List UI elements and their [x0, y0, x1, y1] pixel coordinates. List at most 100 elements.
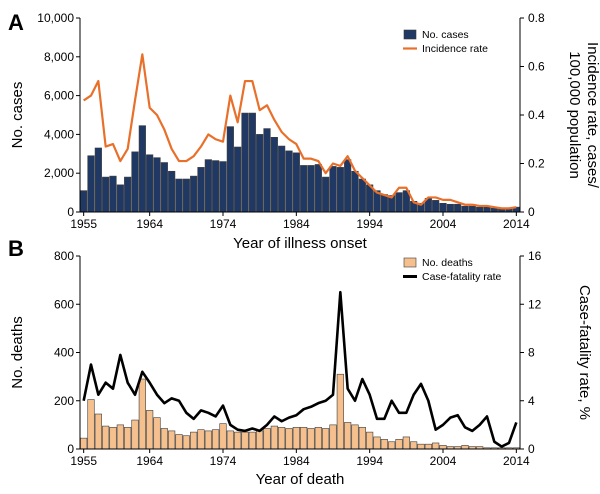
x-tick-label: 1994 [356, 217, 383, 231]
bar-1993 [358, 426, 366, 450]
legend: No. deaths Case-fatality rate [403, 257, 502, 283]
bar-1996 [380, 439, 388, 450]
y-tick-label-right: 0.8 [528, 11, 545, 25]
y-tick-label-left: 10,000 [37, 11, 74, 25]
bar-1963 [138, 378, 146, 450]
bar-1989 [329, 166, 337, 213]
y-tick-label-left: 200 [54, 394, 74, 408]
bar-1964 [146, 154, 154, 213]
y-tick-label-left: 2,000 [44, 166, 74, 180]
panel-letter: A [8, 10, 24, 35]
bar-1979 [256, 134, 264, 213]
bar-1999 [402, 436, 410, 450]
bar-1984 [292, 152, 300, 213]
bar-2003 [432, 200, 440, 213]
bar-1966 [160, 162, 168, 213]
legend-swatch-bar [403, 257, 417, 268]
bar-1988 [322, 428, 330, 450]
bar-1975 [226, 430, 234, 450]
bar-2001 [417, 443, 425, 450]
bar-1981 [270, 425, 278, 450]
bar-1978 [248, 431, 256, 450]
bar-1962 [131, 151, 139, 213]
bar-1971 [197, 167, 205, 213]
bar-2002 [424, 443, 432, 450]
bar-1973 [212, 160, 220, 213]
legend-label: Incidence rate [422, 43, 488, 55]
bar-2008 [468, 205, 476, 213]
bar-1984 [292, 426, 300, 450]
bar-1983 [285, 428, 293, 450]
bar-1998 [395, 439, 403, 450]
bar-1966 [160, 428, 168, 450]
bar-1977 [241, 112, 249, 213]
x-tick-label: 1994 [356, 454, 383, 468]
y-tick-label-left: 0 [67, 442, 74, 456]
bar-1990 [336, 167, 344, 213]
bar-1957 [94, 413, 102, 450]
y-tick-label-right: 0.2 [528, 157, 545, 171]
bar-1974 [219, 161, 227, 213]
y-tick-label-right: 0 [528, 442, 535, 456]
y-axis-label-right: Case-fatality rate, % [576, 285, 593, 420]
y-tick-label-left: 600 [54, 297, 74, 311]
x-tick-label: 2014 [503, 454, 530, 468]
y-tick-label-right: 12 [528, 297, 542, 311]
bar-1962 [131, 419, 139, 450]
y-axis-label-right-line-2: 100,000 population [566, 51, 583, 179]
bar-1957 [94, 147, 102, 213]
panel-letter: B [8, 236, 24, 261]
bar-1965 [153, 157, 161, 213]
y-tick-label-left: 400 [54, 346, 74, 360]
y-tick-label-right: 0.4 [528, 108, 545, 122]
bar-1981 [270, 137, 278, 213]
bar-1982 [278, 145, 286, 213]
x-tick-label: 2014 [503, 217, 530, 231]
bar-1988 [322, 176, 330, 213]
y-tick-label-left: 800 [54, 249, 74, 263]
bar-1972 [204, 159, 212, 213]
bar-1971 [197, 429, 205, 450]
legend-label: No. cases [422, 29, 469, 41]
bar-1964 [146, 410, 154, 450]
bar-1990 [336, 373, 344, 450]
bar-1991 [344, 422, 352, 450]
bar-1967 [168, 430, 176, 450]
y-tick-label-left: 0 [67, 205, 74, 219]
y-axis-label-left: No. deaths [9, 316, 26, 389]
series-line-incidence-rate [83, 53, 517, 210]
bar-1987 [314, 164, 322, 213]
x-tick-label: 1955 [70, 454, 97, 468]
bar-1958 [102, 176, 110, 213]
y-axis-label-right-line-1: Incidence rate, cases/ [584, 42, 600, 189]
bar-1992 [351, 424, 359, 450]
bar-1963 [138, 125, 146, 213]
chart-panel-a: A 0 2,000 4,000 6,000 8,000 10,000 0 0.2 0.4 0.6 0.… [8, 10, 600, 252]
legend-label: Case-fatality rate [422, 271, 502, 283]
bar-1976 [234, 146, 242, 213]
bar-1958 [102, 425, 110, 450]
bar-1960 [116, 184, 124, 213]
chart-panel-b: B 0 200 400 600 800 0 4 8 12 16 1955 1964 1974 1984 199… [8, 236, 593, 488]
bar-1965 [153, 417, 161, 450]
bar-1997 [388, 441, 396, 450]
bar-1968 [175, 434, 183, 450]
bar-2005 [446, 203, 454, 213]
x-tick-label: 1955 [70, 217, 97, 231]
y-tick-label-right: 4 [528, 394, 535, 408]
bar-1989 [329, 424, 337, 450]
bar-2004 [439, 445, 447, 450]
bar-1960 [116, 424, 124, 450]
bar-1972 [204, 430, 212, 450]
bar-1956 [87, 399, 95, 450]
bar-1994 [366, 431, 374, 450]
bar-2003 [432, 442, 440, 450]
bar-1996 [380, 194, 388, 213]
bar-1973 [212, 429, 220, 450]
bar-1992 [351, 170, 359, 213]
legend: No. cases Incidence rate [403, 29, 488, 55]
x-tick-label: 1984 [283, 454, 310, 468]
bar-2006 [454, 203, 462, 213]
bar-1987 [314, 426, 322, 450]
